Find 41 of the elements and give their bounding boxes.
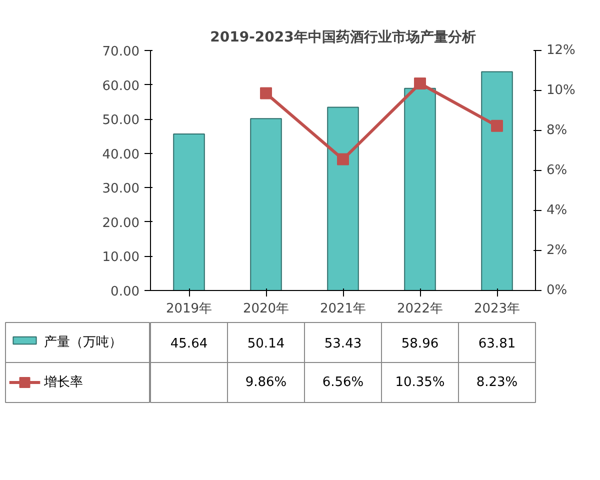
chart-title: 2019-2023年中国药酒行业市场产量分析: [210, 28, 476, 46]
x-tick-label: 2020年: [242, 302, 290, 316]
x-tick-label: 2023年: [474, 302, 520, 316]
y2-tick-label: 8%: [546, 123, 568, 138]
bar: [327, 106, 359, 290]
y2-tick-label: 4%: [546, 203, 568, 218]
bar: [173, 134, 205, 290]
data-label: 58.96: [401, 336, 439, 352]
data-label: 6.56%: [322, 375, 364, 390]
bar: [250, 118, 282, 290]
y-tick-label: 60.00: [102, 78, 140, 94]
bar: [404, 88, 436, 290]
y-tick-label: 70.00: [102, 44, 140, 60]
data-label: 9.86%: [245, 375, 287, 390]
y-tick-label: 0.00: [110, 284, 140, 300]
y2-tick-label: 2%: [546, 243, 568, 258]
legend-label: 增长率: [43, 374, 83, 390]
data-label: 45.64: [170, 336, 208, 352]
y-tick-label: 20.00: [102, 216, 140, 231]
y2-tick-label: 0%: [546, 283, 568, 298]
legend-label: 产量（万吨）: [44, 335, 122, 350]
y-tick-label: 30.00: [102, 182, 140, 197]
x-tick-label: 2022年: [396, 302, 444, 316]
point: [337, 153, 349, 166]
y-tick-label: 50.00: [102, 113, 140, 128]
point: [260, 87, 272, 100]
y2-tick-label: 12%: [546, 43, 576, 58]
data-label: 8.23%: [476, 375, 518, 390]
y-tick-label: 10.00: [102, 250, 140, 266]
x-tick-label: 2021年: [320, 302, 366, 316]
data-label: 10.35%: [395, 375, 445, 390]
data-label: 50.14: [247, 336, 285, 352]
point: [414, 78, 426, 90]
y2-tick-label: 6%: [546, 163, 568, 178]
y2-tick-label: 10%: [546, 83, 576, 98]
point: [491, 120, 503, 132]
data-label: 53.43: [324, 336, 362, 352]
bar: [481, 71, 513, 290]
x-tick-label: 2019年: [166, 302, 212, 316]
data-label: 63.81: [478, 336, 516, 352]
y-tick-label: 40.00: [102, 147, 140, 162]
